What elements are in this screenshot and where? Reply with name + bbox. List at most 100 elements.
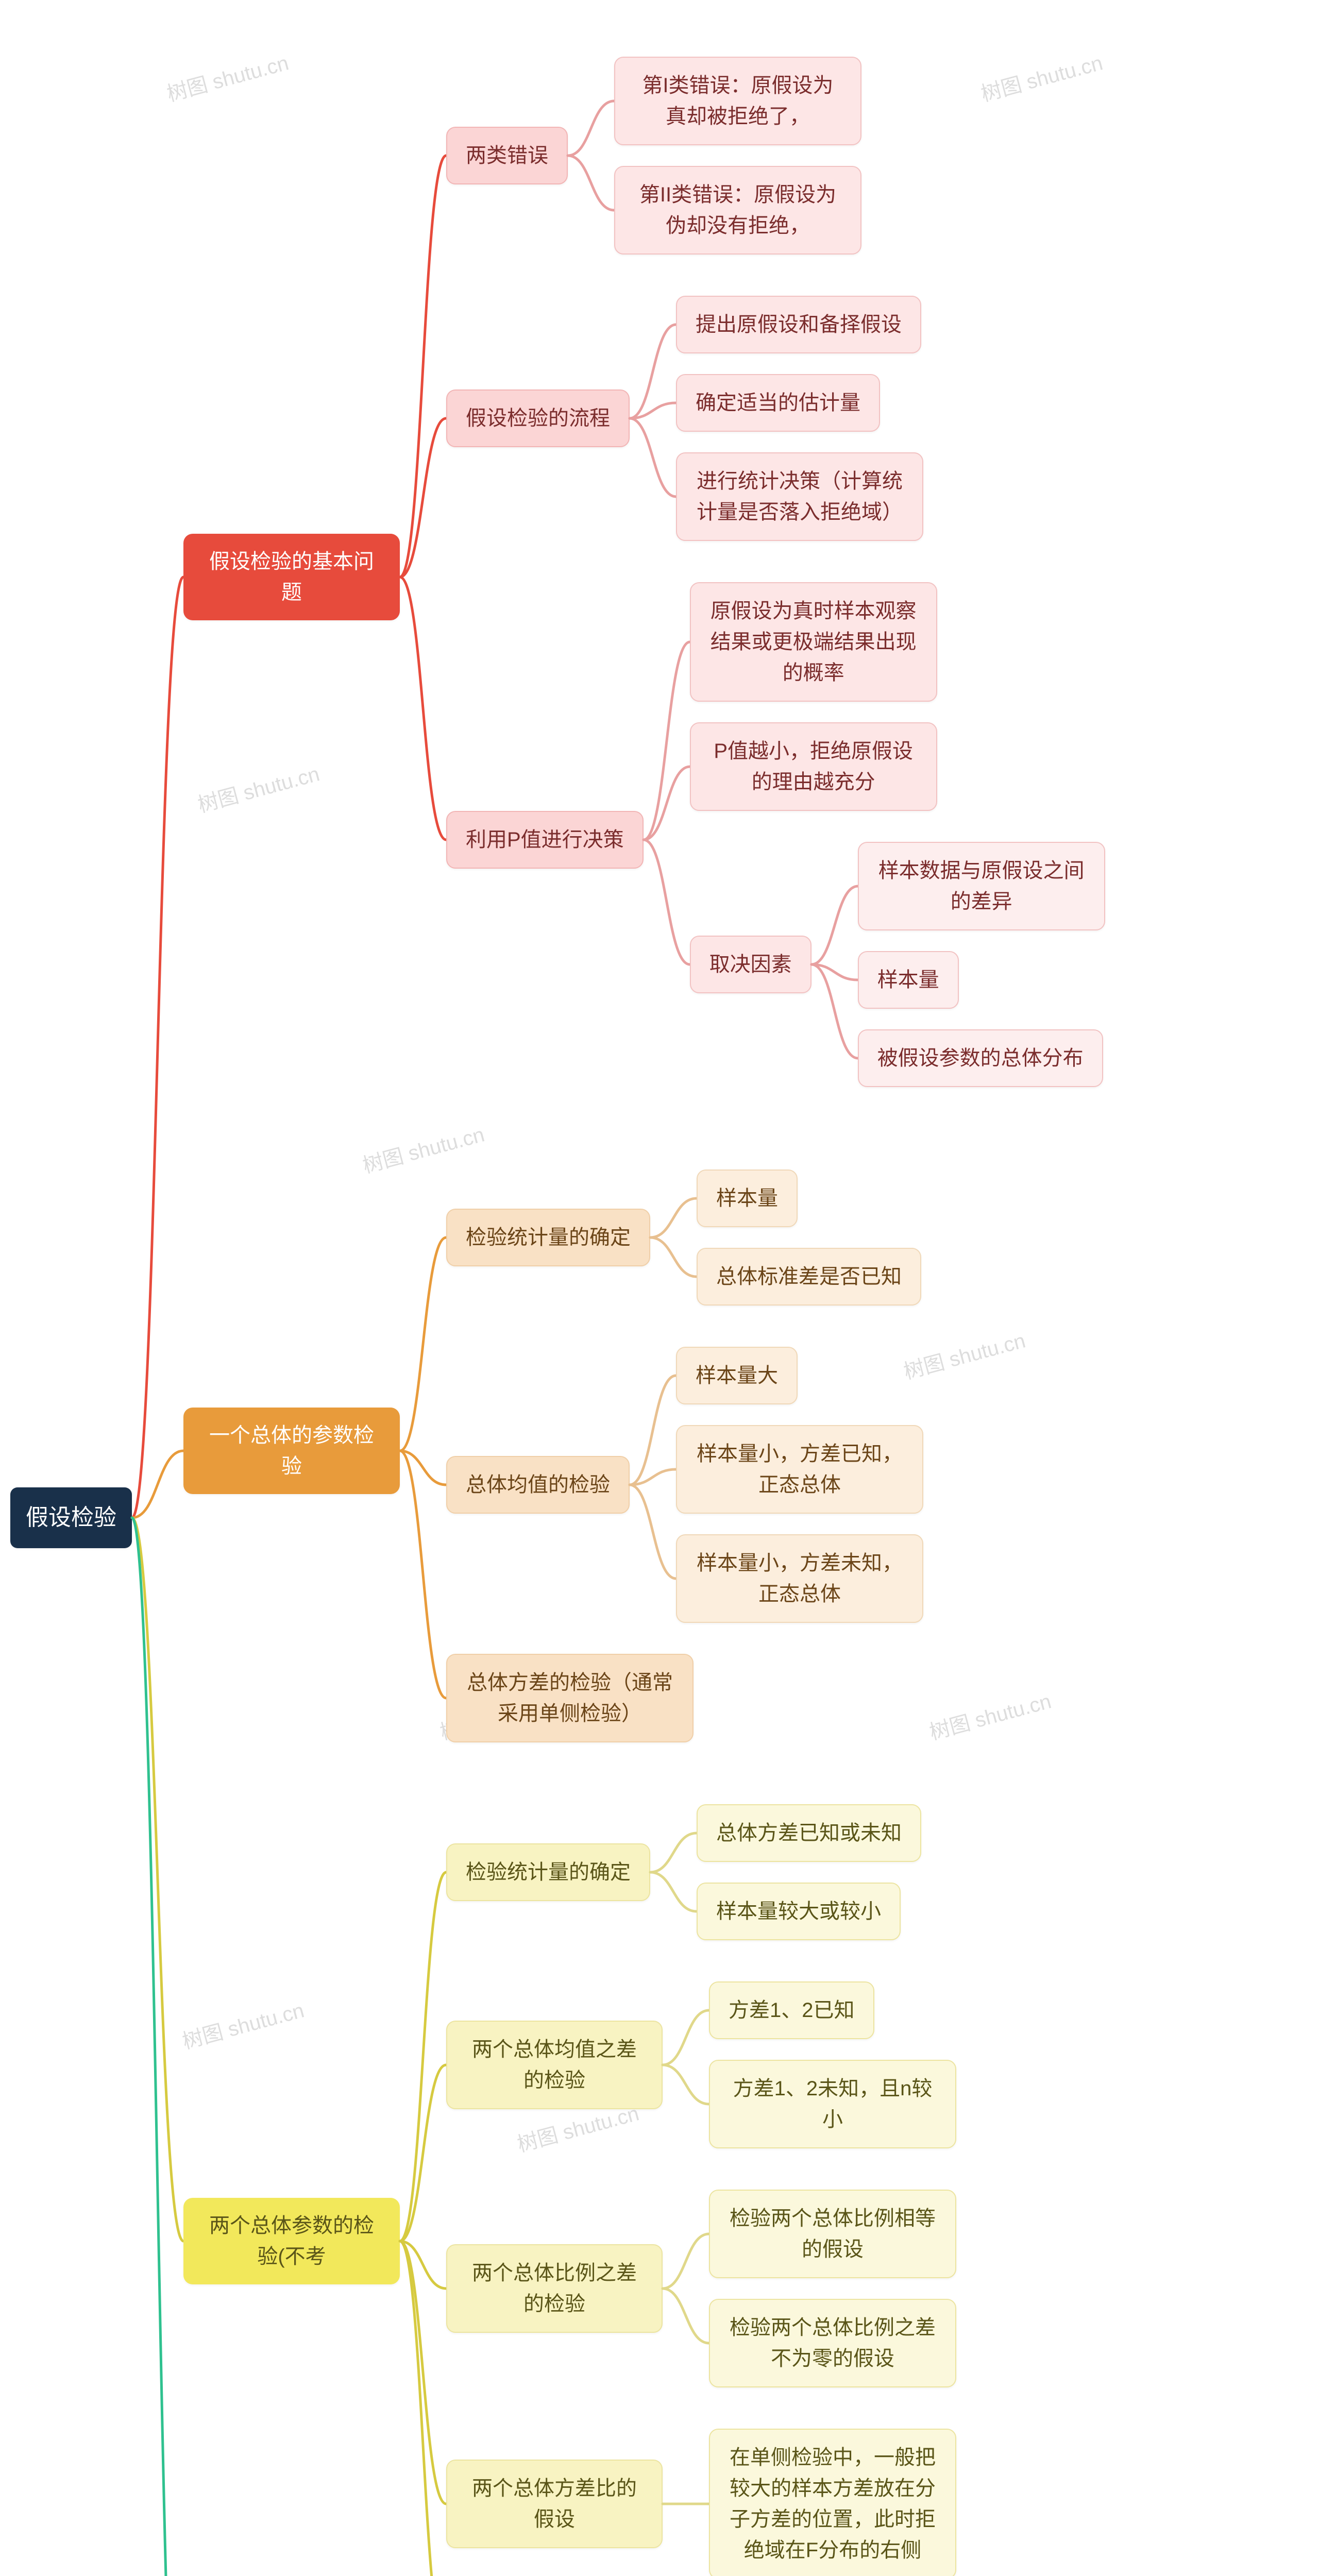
children-column: 方差1、2已知方差1、2未知，且n较小	[709, 1971, 956, 2159]
connector	[568, 46, 614, 265]
branch-row: 检验两个总体比例相等的假设	[709, 2190, 956, 2278]
branch-row: 总体标准差是否已知	[697, 1248, 921, 1306]
branch-row: 样本量较大或较小	[697, 1883, 921, 1940]
mindmap-node[interactable]: 样本量小，方差已知，正态总体	[676, 1425, 923, 1514]
top-children: 假设检验的基本问题 两类错误第I类错误：原假设为真却被拒绝了， 第II类错误：原假设…	[183, 21, 1105, 2576]
mindmap-node[interactable]: 检验统计量的确定	[446, 1209, 650, 1266]
mindmap-node[interactable]: 样本量	[858, 951, 959, 1009]
connector	[663, 2179, 709, 2398]
mindmap-node[interactable]: 一个总体的参数检验	[183, 1408, 400, 1494]
branch-row: 两个总体均值之差的检验方差1、2已知方差1、2未知，且n较小	[446, 1971, 956, 2159]
connector	[630, 1336, 676, 1633]
branch-row: 检验统计量的确定样本量总体标准差是否已知	[446, 1159, 923, 1316]
top-branch: 一个总体的参数检验检验统计量的确定样本量总体标准差是否已知总体均值的检验样本量大…	[183, 1149, 1105, 1753]
children-column: 在单侧检验中，一般把较大的样本方差放在分子方差的位置，此时拒绝域在F分布的右侧	[709, 2418, 956, 2576]
connector	[663, 1971, 709, 2159]
connector	[811, 832, 858, 1097]
children-column: 两类错误第I类错误：原假设为真却被拒绝了， 第II类错误：原假设为伪却没有拒绝， 假…	[446, 36, 1105, 1118]
mindmap-node[interactable]: 两个总体均值之差的检验	[446, 2021, 663, 2109]
mindmap-node[interactable]: 检验两个总体比例之差不为零的假设	[709, 2299, 956, 2387]
branch-row: 假设检验的流程提出原假设和备择假设确定适当的估计量进行统计决策（计算统计量是否落…	[446, 285, 1105, 551]
mindmap-node[interactable]: 两个总体参数的检验(不考	[183, 2198, 400, 2284]
mindmap-node[interactable]: 样本量较大或较小	[697, 1883, 901, 1940]
branch-row: 样本量小，方差已知，正态总体	[676, 1425, 923, 1514]
mindmap-node[interactable]: 第II类错误：原假设为伪却没有拒绝，	[614, 166, 861, 255]
mindmap-node[interactable]: 方差1、2已知	[709, 1981, 874, 2039]
branch-row: 原假设为真时样本观察结果或更极端结果出现的概率	[690, 582, 1105, 702]
branch-row: 两类错误第I类错误：原假设为真却被拒绝了， 第II类错误：原假设为伪却没有拒绝，	[446, 46, 1105, 265]
branch-row: 取决因素样本数据与原假设之间的差异样本量被假设参数的总体分布	[690, 832, 1105, 1097]
connector	[650, 1159, 697, 1316]
branch-row: 确定适当的估计量	[676, 374, 923, 432]
mindmap-node[interactable]: 两类错误	[446, 127, 568, 184]
children-column: 原假设为真时样本观察结果或更极端结果出现的概率 P值越小，拒绝原假设的理由越充分取…	[690, 572, 1105, 1108]
mindmap-node[interactable]: 被假设参数的总体分布	[858, 1029, 1103, 1087]
mindmap-node[interactable]: 取决因素	[690, 936, 811, 993]
children-column: 第I类错误：原假设为真却被拒绝了， 第II类错误：原假设为伪却没有拒绝，	[614, 46, 861, 265]
branch-row: 第I类错误：原假设为真却被拒绝了，	[614, 57, 861, 145]
branch-row: 在单侧检验中，一般把较大的样本方差放在分子方差的位置，此时拒绝域在F分布的右侧	[709, 2429, 956, 2576]
mindmap-node[interactable]: 总体方差的检验（通常采用单侧检验）	[446, 1654, 694, 1742]
mindmap-node[interactable]: 总体均值的检验	[446, 1456, 630, 1514]
mindmap-node[interactable]: 进行统计决策（计算统计量是否落入拒绝域）	[676, 452, 923, 541]
mindmap-node[interactable]: 总体标准差是否已知	[697, 1248, 921, 1306]
connector	[644, 572, 690, 1108]
branch-row: 样本量	[697, 1170, 921, 1227]
children-column: 样本量总体标准差是否已知	[697, 1159, 921, 1316]
connector	[650, 1794, 697, 1951]
children-column: 检验统计量的确定总体方差已知或未知样本量较大或较小两个总体均值之差的检验方差1、…	[446, 1784, 956, 2576]
mindmap-node[interactable]: 原假设为真时样本观察结果或更极端结果出现的概率	[690, 582, 937, 702]
branch-row: 两个总体方差比的假设在单侧检验中，一般把较大的样本方差放在分子方差的位置，此时拒…	[446, 2418, 956, 2576]
mindmap-node[interactable]: 样本量	[697, 1170, 798, 1227]
branch-row: 第II类错误：原假设为伪却没有拒绝，	[614, 166, 861, 255]
connector	[400, 36, 446, 1118]
children-column: 样本数据与原假设之间的差异样本量被假设参数的总体分布	[858, 832, 1105, 1097]
branch-row: 总体方差已知或未知	[697, 1804, 921, 1862]
mindmap-node[interactable]: 总体方差已知或未知	[697, 1804, 921, 1862]
mindmap-node[interactable]: 样本数据与原假设之间的差异	[858, 842, 1105, 930]
mindmap-node[interactable]: 两个总体比例之差的检验	[446, 2244, 663, 2333]
mindmap-node[interactable]: 在单侧检验中，一般把较大的样本方差放在分子方差的位置，此时拒绝域在F分布的右侧	[709, 2429, 956, 2576]
branch-row: 两个总体比例之差的检验检验两个总体比例相等的假设检验两个总体比例之差不为零的假设	[446, 2179, 956, 2398]
mindmap-node[interactable]: 方差1、2未知，且n较小	[709, 2060, 956, 2148]
children-column: 总体方差已知或未知样本量较大或较小	[697, 1794, 921, 1951]
connector	[630, 285, 676, 551]
branch-row: 样本量小，方差未知，正态总体	[676, 1534, 923, 1623]
connector	[663, 2418, 709, 2576]
branch-row: 检验统计量的确定总体方差已知或未知样本量较大或较小	[446, 1794, 956, 1951]
branch-row: 检验两个总体比例之差不为零的假设	[709, 2299, 956, 2387]
mindmap-node[interactable]: 样本量小，方差未知，正态总体	[676, 1534, 923, 1623]
mindmap-root: 假设检验 假设检验的基本问题 两类错误第I类错误：原假设为真却被拒绝了， 第II类错误…	[10, 21, 1309, 2576]
mindmap-node[interactable]: 两个总体方差比的假设	[446, 2460, 663, 2548]
branch-row: 样本量大	[676, 1347, 923, 1404]
branch-row: 方差1、2未知，且n较小	[709, 2060, 956, 2148]
mindmap-node[interactable]: 确定适当的估计量	[676, 374, 880, 432]
mindmap-node[interactable]: 检验两个总体比例相等的假设	[709, 2190, 956, 2278]
mindmap-node[interactable]: 假设检验的流程	[446, 389, 630, 447]
branch-row: 方差1、2已知	[709, 1981, 956, 2039]
branch-row: 样本量	[858, 951, 1105, 1009]
children-column: 检验统计量的确定样本量总体标准差是否已知总体均值的检验样本量大样本量小，方差已知…	[446, 1149, 923, 1753]
root-connector	[132, 21, 183, 2576]
children-column: 样本量大样本量小，方差已知，正态总体样本量小，方差未知，正态总体	[676, 1336, 923, 1633]
top-branch: 假设检验的基本问题 两类错误第I类错误：原假设为真却被拒绝了， 第II类错误：原假设…	[183, 36, 1105, 1118]
top-branch: 两个总体参数的检验(不考检验统计量的确定总体方差已知或未知样本量较大或较小两个总…	[183, 1784, 1105, 2576]
branch-row: 利用P值进行决策 原假设为真时样本观察结果或更极端结果出现的概率 P值越小，拒绝原假…	[446, 572, 1105, 1108]
mindmap-node[interactable]: 第I类错误：原假设为真却被拒绝了，	[614, 57, 861, 145]
mindmap-node[interactable]: 利用P值进行决策	[446, 811, 644, 869]
branch-row: 被假设参数的总体分布	[858, 1029, 1105, 1087]
branch-row: P值越小，拒绝原假设的理由越充分	[690, 722, 1105, 811]
branch-row: 总体均值的检验样本量大样本量小，方差已知，正态总体样本量小，方差未知，正态总体	[446, 1336, 923, 1633]
branch-row: 样本数据与原假设之间的差异	[858, 842, 1105, 930]
connector	[400, 1149, 446, 1753]
mindmap-node[interactable]: 样本量大	[676, 1347, 798, 1404]
mindmap-node[interactable]: 检验统计量的确定	[446, 1843, 650, 1901]
branch-row: 提出原假设和备择假设	[676, 296, 923, 353]
branch-row: 总体方差的检验（通常采用单侧检验）	[446, 1654, 923, 1742]
mindmap-node[interactable]: P值越小，拒绝原假设的理由越充分	[690, 722, 937, 811]
branch-row: 进行统计决策（计算统计量是否落入拒绝域）	[676, 452, 923, 541]
root-node[interactable]: 假设检验	[10, 1487, 132, 1548]
children-column: 检验两个总体比例相等的假设检验两个总体比例之差不为零的假设	[709, 2179, 956, 2398]
mindmap-node[interactable]: 提出原假设和备择假设	[676, 296, 921, 353]
mindmap-node[interactable]: 假设检验的基本问题	[183, 534, 400, 620]
